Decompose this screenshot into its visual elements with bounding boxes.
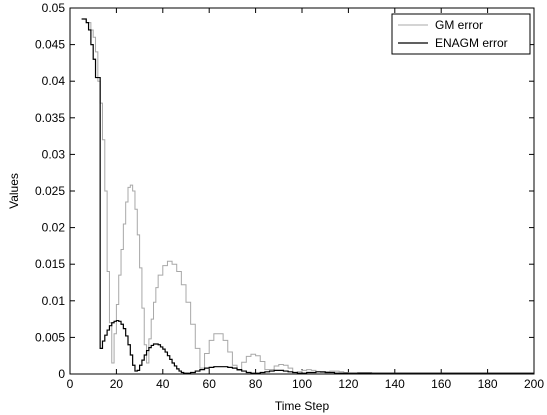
y-tick-label: 0.04 <box>42 74 66 88</box>
x-tick-label: 0 <box>67 377 74 391</box>
x-tick-label: 180 <box>478 377 498 391</box>
x-tick-label: 40 <box>156 377 170 391</box>
legend-label-enagm: ENAGM error <box>435 36 508 50</box>
legend-box <box>391 13 531 55</box>
x-tick-label: 200 <box>524 377 544 391</box>
y-tick-label: 0.01 <box>42 294 66 308</box>
y-axis: 0 0.005 0.01 0.015 0.02 0.025 0.03 0.035 0.04 0.0… <box>35 1 534 381</box>
series-line-enagm-error <box>81 18 534 374</box>
x-tick-label: 160 <box>431 377 451 391</box>
y-tick-label: 0.025 <box>35 184 65 198</box>
x-tick-label: 60 <box>203 377 217 391</box>
y-tick-label: 0.005 <box>35 330 65 344</box>
x-tick-label: 140 <box>385 377 405 391</box>
y-tick-label: 0 <box>58 367 65 381</box>
y-tick-label: 0.02 <box>42 221 66 235</box>
x-tick-label: 100 <box>292 377 312 391</box>
y-tick-label: 0.045 <box>35 38 65 52</box>
y-tick-label: 0.05 <box>42 1 66 15</box>
legend-label-gm: GM error <box>435 18 483 32</box>
legend: GM error ENAGM error <box>391 13 531 55</box>
y-tick-label: 0.035 <box>35 111 65 125</box>
x-axis-label: Time Step <box>275 399 330 413</box>
x-tick-label: 20 <box>110 377 124 391</box>
x-tick-label: 80 <box>249 377 263 391</box>
y-tick-label: 0.03 <box>42 147 66 161</box>
x-tick-label: 120 <box>338 377 358 391</box>
series-layer <box>81 18 534 374</box>
y-tick-label: 0.015 <box>35 257 65 271</box>
plot-area <box>69 7 535 375</box>
y-axis-label: Values <box>7 173 21 209</box>
